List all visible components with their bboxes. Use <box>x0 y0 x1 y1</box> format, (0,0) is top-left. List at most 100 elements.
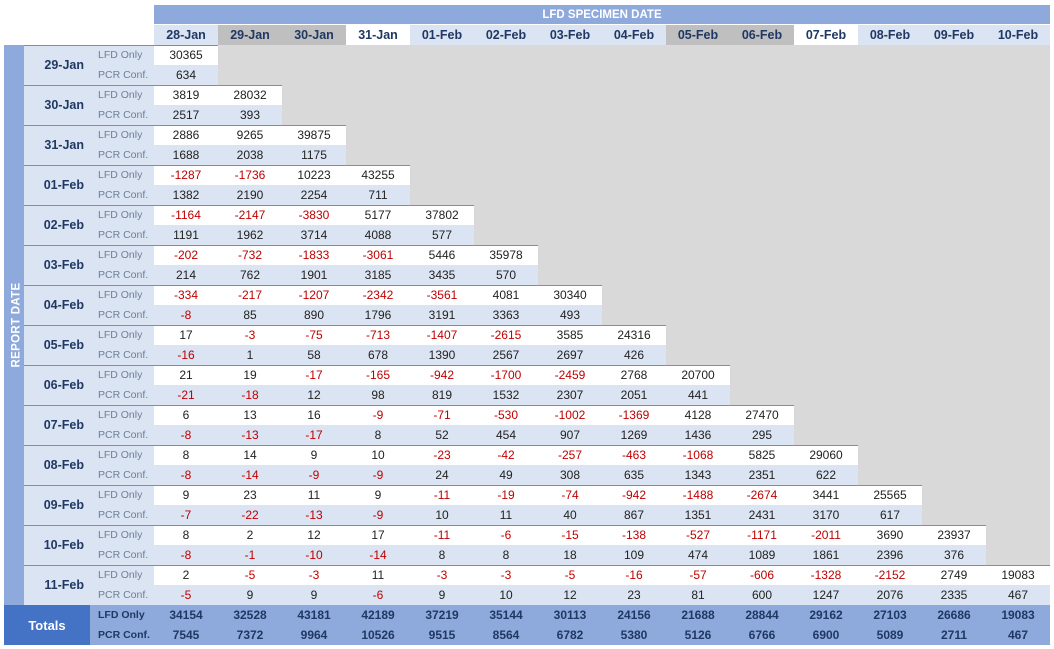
row-type-lfd: LFD Only <box>90 325 154 345</box>
empty-cell <box>730 365 794 405</box>
pcr-value-cell: -10 <box>282 545 346 565</box>
pcr-value-cell: 678 <box>346 345 410 365</box>
pcr-value-cell: 18 <box>538 545 602 565</box>
pcr-value-cell: -7 <box>154 505 218 525</box>
totals-pcr-value: 6766 <box>730 625 794 645</box>
empty-cell <box>986 285 1050 325</box>
lfd-value-cell: 29060 <box>794 445 858 465</box>
row-date-label: 29-Jan <box>24 45 90 85</box>
empty-cell <box>474 205 538 245</box>
row-date-label: 05-Feb <box>24 325 90 365</box>
totals-label: Totals <box>4 605 90 645</box>
pcr-value-cell: 1436 <box>666 425 730 445</box>
empty-cell <box>858 45 922 85</box>
lfd-value-cell: 10 <box>346 445 410 465</box>
lfd-value-cell: -606 <box>730 565 794 585</box>
lfd-value-cell: -2011 <box>794 525 858 545</box>
pcr-value-cell: 2335 <box>922 585 986 605</box>
empty-cell <box>602 85 666 125</box>
pcr-value-cell: 1 <box>218 345 282 365</box>
empty-cell <box>858 405 922 445</box>
pcr-value-cell: 1390 <box>410 345 474 365</box>
row-type-lfd: LFD Only <box>90 365 154 385</box>
empty-cell <box>794 165 858 205</box>
lfd-value-cell: 23937 <box>922 525 986 545</box>
lfd-value-cell: 5177 <box>346 205 410 225</box>
empty-cell <box>474 165 538 205</box>
row-type-pcr: PCR Conf. <box>90 465 154 485</box>
pcr-value-cell: 393 <box>218 105 282 125</box>
totals-pcr-value: 9515 <box>410 625 474 645</box>
lfd-value-cell: -5 <box>218 565 282 585</box>
pcr-value-cell: 3185 <box>346 265 410 285</box>
lfd-value-cell: 30340 <box>538 285 602 305</box>
lfd-value-cell: 8 <box>154 525 218 545</box>
col-header: 09-Feb <box>922 25 986 45</box>
lfd-value-cell: -1164 <box>154 205 218 225</box>
totals-pcr-value: 2711 <box>922 625 986 645</box>
lfd-value-cell: -71 <box>410 405 474 425</box>
pcr-value-cell: 1796 <box>346 305 410 325</box>
lfd-value-cell: 17 <box>346 525 410 545</box>
lfd-value-cell: -530 <box>474 405 538 425</box>
pcr-value-cell: 762 <box>218 265 282 285</box>
totals-lfd-value: 30113 <box>538 605 602 625</box>
row-date-label: 10-Feb <box>24 525 90 565</box>
pcr-value-cell: 617 <box>858 505 922 525</box>
lfd-value-cell: 6 <box>154 405 218 425</box>
lfd-value-cell: 28032 <box>218 85 282 105</box>
lfd-value-cell: -713 <box>346 325 410 345</box>
row-separator <box>24 325 666 326</box>
pcr-value-cell: 10 <box>410 505 474 525</box>
empty-cell <box>922 85 986 125</box>
totals-lfd-value: 35144 <box>474 605 538 625</box>
pcr-value-cell: 454 <box>474 425 538 445</box>
empty-cell <box>794 325 858 365</box>
pcr-value-cell: -1 <box>218 545 282 565</box>
empty-cell <box>858 85 922 125</box>
row-type-pcr: PCR Conf. <box>90 545 154 565</box>
col-header: 02-Feb <box>474 25 538 45</box>
row-type-lfd: LFD Only <box>90 285 154 305</box>
totals-pcr-value: 7372 <box>218 625 282 645</box>
pcr-value-cell: 3435 <box>410 265 474 285</box>
empty-cell <box>858 325 922 365</box>
lfd-value-cell: -11 <box>410 485 474 505</box>
pcr-value-cell: 24 <box>410 465 474 485</box>
pcr-value-cell: -8 <box>154 465 218 485</box>
lfd-value-cell: 9 <box>282 445 346 465</box>
lfd-value-cell: -217 <box>218 285 282 305</box>
empty-cell <box>218 45 282 85</box>
row-date-label: 09-Feb <box>24 485 90 525</box>
empty-cell <box>922 365 986 405</box>
pcr-value-cell: 4088 <box>346 225 410 245</box>
empty-cell <box>666 205 730 245</box>
totals-lfd-value: 42189 <box>346 605 410 625</box>
pcr-value-cell: 819 <box>410 385 474 405</box>
lfd-value-cell: -942 <box>410 365 474 385</box>
totals-lfd-value: 19083 <box>986 605 1050 625</box>
pcr-value-cell: 2697 <box>538 345 602 365</box>
lfd-value-cell: 24316 <box>602 325 666 345</box>
lfd-value-cell: -23 <box>410 445 474 465</box>
row-date-label: 08-Feb <box>24 445 90 485</box>
lfd-value-cell: -3061 <box>346 245 410 265</box>
pcr-value-cell: -9 <box>346 465 410 485</box>
pcr-value-cell: 1532 <box>474 385 538 405</box>
lfd-value-cell: -2147 <box>218 205 282 225</box>
empty-cell <box>986 245 1050 285</box>
empty-cell <box>986 485 1050 525</box>
row-separator <box>24 125 346 126</box>
pcr-value-cell: -8 <box>154 305 218 325</box>
row-separator <box>24 245 538 246</box>
pcr-value-cell: 109 <box>602 545 666 565</box>
pcr-value-cell: -13 <box>218 425 282 445</box>
row-separator <box>24 85 282 86</box>
pcr-value-cell: 8 <box>410 545 474 565</box>
row-date-label: 07-Feb <box>24 405 90 445</box>
totals-lfd-value: 26686 <box>922 605 986 625</box>
totals-lfd-value: 32528 <box>218 605 282 625</box>
lfd-value-cell: -1833 <box>282 245 346 265</box>
empty-cell <box>346 45 410 85</box>
lfd-value-cell: 25565 <box>858 485 922 505</box>
